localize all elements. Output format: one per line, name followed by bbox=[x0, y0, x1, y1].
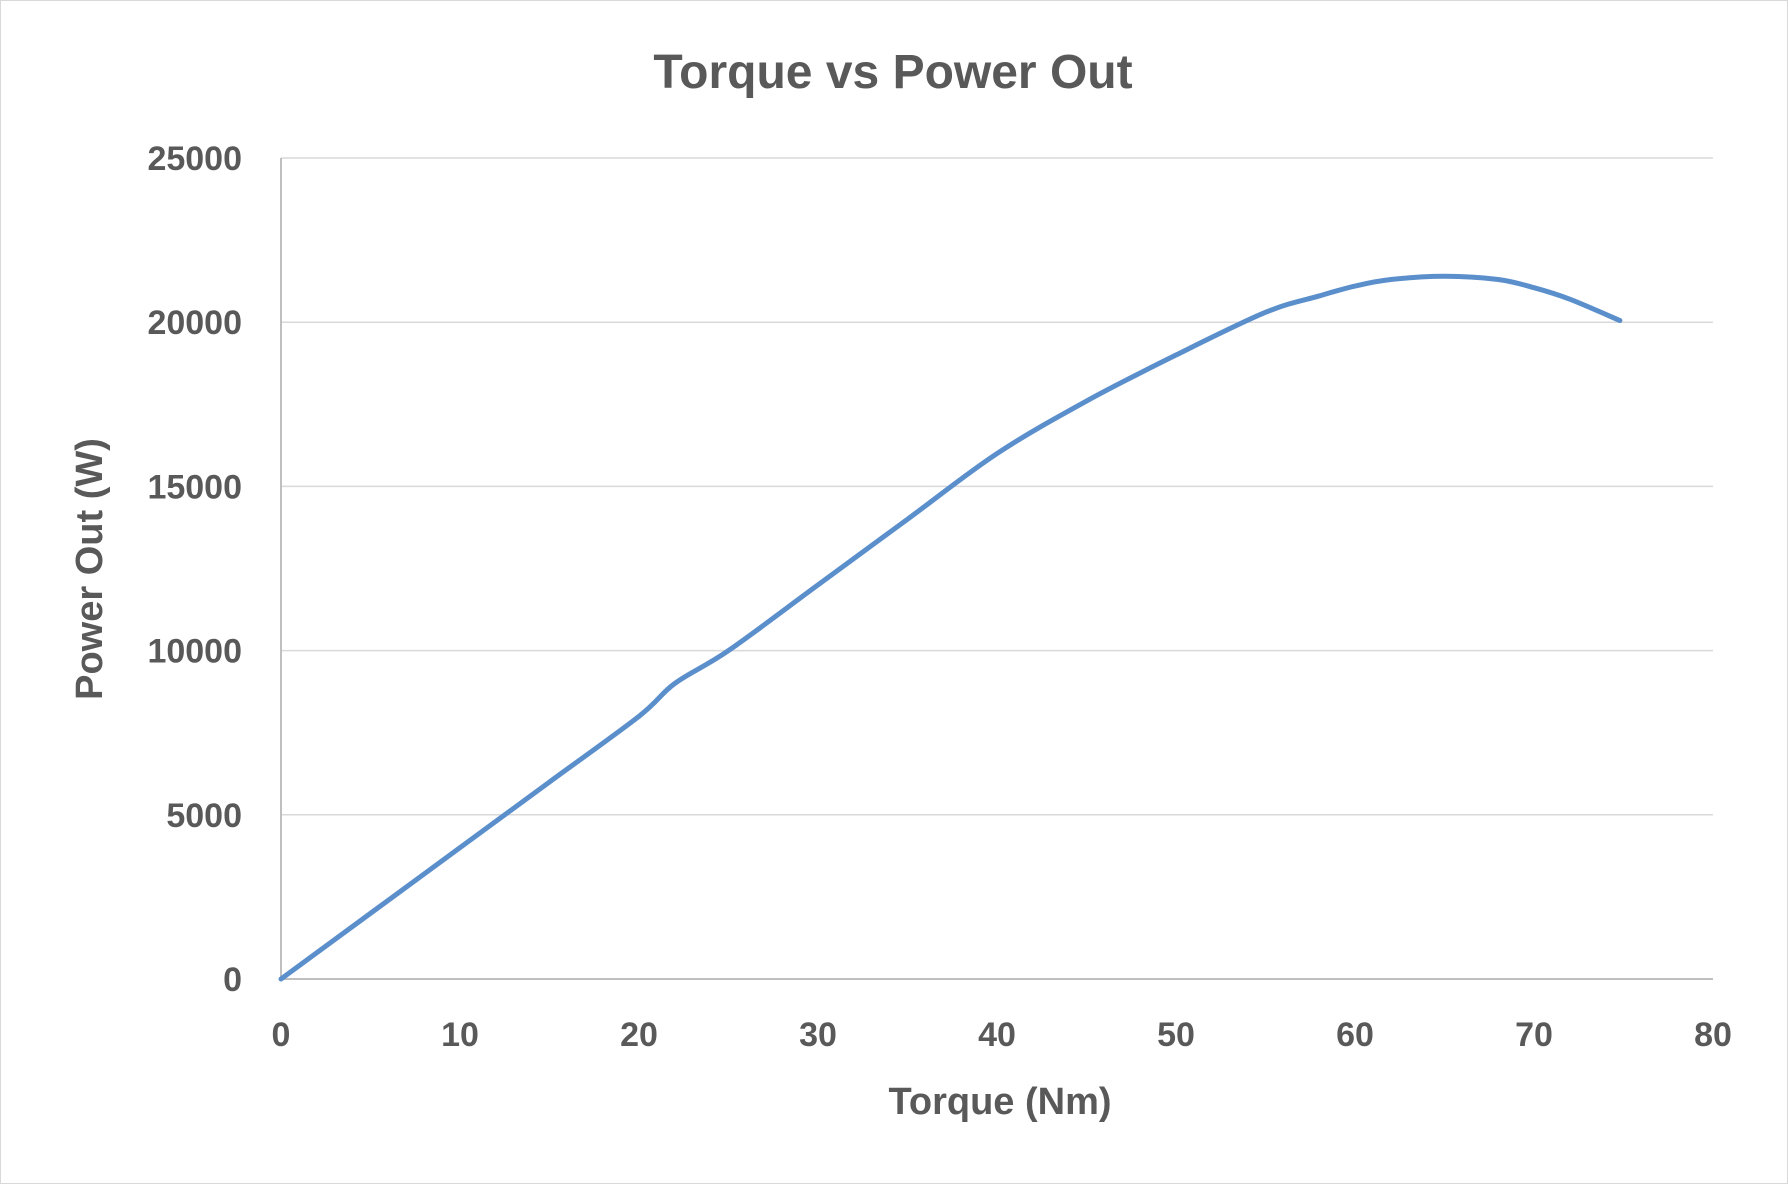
series-line-0 bbox=[278, 273, 1623, 982]
x-tick-label: 40 bbox=[978, 1016, 1016, 1054]
x-tick-label: 10 bbox=[441, 1016, 479, 1054]
x-axis-ticks: 0 10 20 30 40 50 60 70 80 bbox=[272, 1016, 1732, 1054]
y-tick-label: 5000 bbox=[166, 797, 242, 835]
y-axis-ticks: 0 5000 10000 15000 20000 25000 bbox=[147, 140, 242, 999]
series-group bbox=[278, 273, 1623, 982]
y-tick-label: 20000 bbox=[147, 304, 242, 342]
gridlines bbox=[281, 157, 1713, 816]
x-tick-label: 20 bbox=[620, 1016, 658, 1054]
y-tick-label: 0 bbox=[223, 961, 242, 999]
axes bbox=[280, 158, 1713, 980]
x-tick-label: 30 bbox=[799, 1016, 837, 1054]
y-tick-label: 25000 bbox=[147, 140, 242, 178]
x-tick-label: 0 bbox=[272, 1016, 291, 1054]
y-axis-title: Power Out (W) bbox=[69, 438, 111, 700]
x-tick-label: 60 bbox=[1336, 1016, 1374, 1054]
y-tick-label: 15000 bbox=[147, 468, 242, 506]
x-tick-label: 80 bbox=[1694, 1016, 1732, 1054]
x-tick-label: 70 bbox=[1515, 1016, 1553, 1054]
x-axis-title: Torque (Nm) bbox=[888, 1081, 1111, 1123]
chart-title: Torque vs Power Out bbox=[653, 46, 1132, 99]
y-tick-label: 10000 bbox=[147, 633, 242, 671]
x-tick-label: 50 bbox=[1157, 1016, 1195, 1054]
